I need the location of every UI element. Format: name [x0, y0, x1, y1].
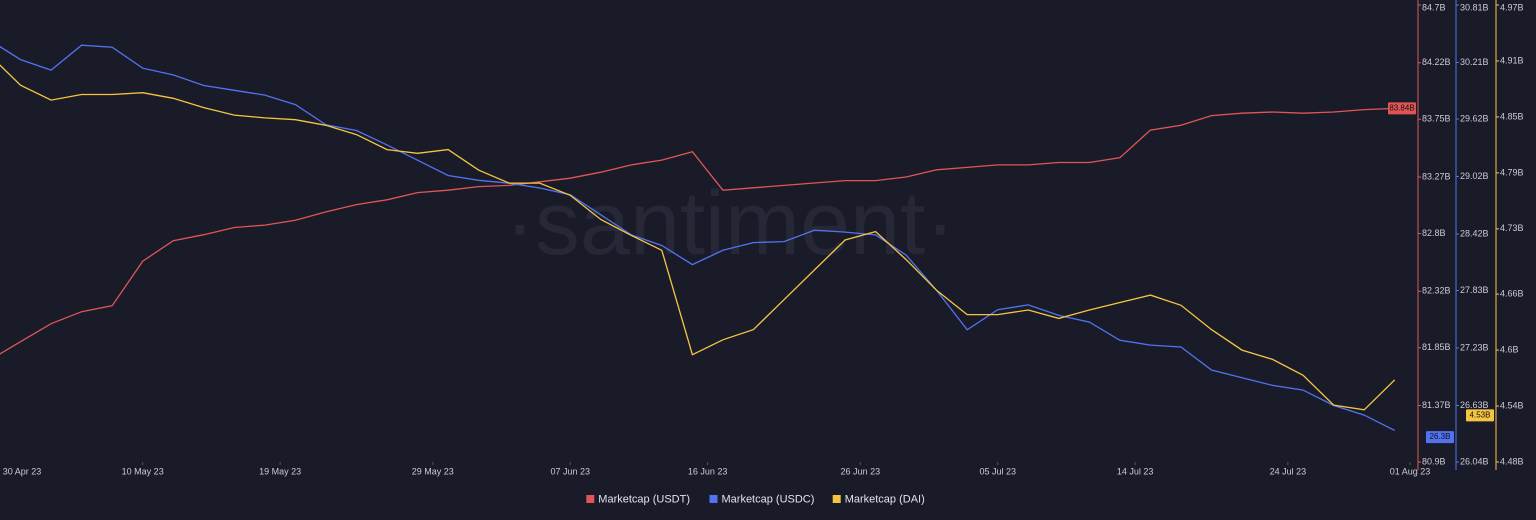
y-tick-label: 4.91B [1500, 55, 1524, 65]
legend-swatch [832, 495, 841, 503]
watermark: ·santiment· [505, 174, 955, 274]
y-tick-label: 80.9B [1422, 456, 1446, 466]
y-tick-label: 4.73B [1500, 223, 1524, 233]
x-tick-label: 10 May 23 [122, 466, 164, 476]
x-tick-label: 05 Jul 23 [979, 466, 1016, 476]
x-tick-label: 26 Jun 23 [841, 466, 881, 476]
y-tick-label: 30.81B [1460, 2, 1489, 12]
current-badge [1388, 102, 1416, 115]
y-tick-label: 28.42B [1460, 228, 1489, 238]
x-tick-label: 16 Jun 23 [688, 466, 728, 476]
y-tick-label: 4.97B [1500, 2, 1524, 12]
legend-label: Marketcap (DAI) [845, 493, 925, 505]
x-tick-label: 29 May 23 [412, 466, 454, 476]
current-badge [1426, 431, 1454, 444]
x-tick-label: 19 May 23 [259, 466, 301, 476]
y-tick-label: 81.85B [1422, 342, 1451, 352]
y-tick-label: 26.04B [1460, 456, 1489, 466]
y-tick-label: 82.8B [1422, 228, 1446, 238]
y-tick-label: 84.7B [1422, 2, 1446, 12]
y-tick-label: 4.54B [1500, 400, 1524, 410]
legend-label: Marketcap (USDT) [598, 493, 690, 505]
y-tick-label: 81.37B [1422, 400, 1451, 410]
y-tick-label: 30.21B [1460, 57, 1489, 67]
y-tick-label: 29.62B [1460, 113, 1489, 123]
series-line [0, 64, 1396, 411]
current-label: 26.3B [1430, 432, 1451, 441]
current-label: 83.84B [1389, 104, 1414, 113]
legend-swatch [586, 495, 595, 503]
y-tick-label: 84.22B [1422, 57, 1451, 67]
x-tick-label: 14 Jul 23 [1117, 466, 1154, 476]
x-tick-label: 07 Jun 23 [550, 466, 590, 476]
y-tick-label: 4.48B [1500, 456, 1524, 466]
y-tick-label: 29.02B [1460, 171, 1489, 181]
y-tick-label: 83.27B [1422, 171, 1451, 181]
legend-swatch [709, 495, 718, 503]
current-badge [1466, 409, 1494, 422]
x-tick-label: 01 Aug 23 [1390, 466, 1431, 476]
y-tick-label: 27.23B [1460, 342, 1489, 352]
y-tick-label: 83.75B [1422, 114, 1451, 124]
series-line [0, 107, 1395, 355]
y-tick-label: 4.66B [1500, 288, 1524, 298]
y-tick-label: 27.83B [1460, 285, 1489, 295]
y-tick-label: 26.63B [1460, 400, 1489, 410]
series-line [0, 44, 1395, 431]
x-tick-label: 30 Apr 23 [3, 466, 42, 476]
y-tick-label: 82.32B [1422, 286, 1451, 296]
legend-label: Marketcap (USDC) [722, 493, 815, 505]
current-label: 4.53B [1470, 410, 1491, 419]
y-tick-label: 4.79B [1500, 167, 1524, 177]
y-tick-label: 4.6B [1500, 344, 1519, 354]
y-tick-label: 4.85B [1500, 111, 1524, 121]
x-tick-label: 24 Jul 23 [1270, 466, 1307, 476]
